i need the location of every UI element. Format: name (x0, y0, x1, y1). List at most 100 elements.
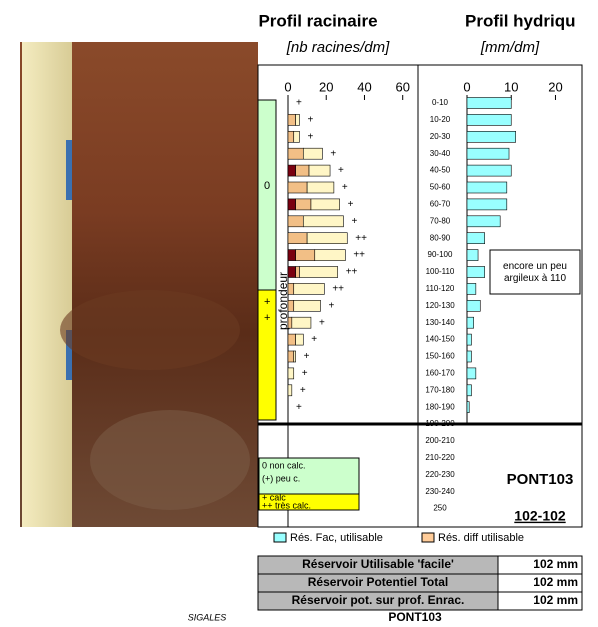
bar (315, 250, 346, 261)
x-tick-label: 10 (504, 79, 518, 94)
table-label: Réservoir Utilisable 'facile' (302, 557, 454, 571)
bar (309, 165, 330, 176)
bar (288, 368, 294, 379)
category-label: 250 (433, 504, 447, 513)
bar (467, 148, 509, 159)
bar (292, 317, 311, 328)
bar (296, 250, 315, 261)
bar (288, 216, 303, 227)
x-tick-label: 40 (357, 79, 371, 94)
row-mark: + (348, 199, 354, 210)
category-label: 150-160 (425, 352, 455, 361)
bar (288, 165, 296, 176)
bar (467, 98, 511, 109)
row-mark: + (307, 115, 313, 126)
bar (307, 182, 334, 193)
x-tick-label: 60 (395, 79, 409, 94)
category-label: 0-10 (432, 98, 449, 107)
table-label: Réservoir Potentiel Total (308, 575, 448, 589)
legend-label: Rés. Fac, utilisable (290, 532, 383, 544)
category-label: 180-190 (425, 402, 455, 411)
bar (288, 283, 294, 294)
bar (307, 233, 347, 244)
table-value: 102 mm (533, 575, 578, 589)
bar (467, 334, 471, 345)
row-mark: + (319, 317, 325, 328)
table-value: 102 mm (533, 557, 578, 571)
row-mark: + (329, 300, 335, 311)
bar (467, 300, 480, 311)
bar (311, 199, 340, 210)
row-mark: + (342, 182, 348, 193)
category-label: 120-130 (425, 301, 455, 310)
row-mark: + (311, 334, 317, 345)
calc-zone-label: + (264, 296, 270, 308)
category-label: 160-170 (425, 369, 455, 378)
bar (467, 182, 507, 193)
category-label: 20-30 (430, 132, 451, 141)
bar (288, 250, 296, 261)
category-label: 80-90 (430, 233, 451, 242)
calc-zone (258, 100, 276, 290)
x-tick-label: 0 (463, 79, 470, 94)
chart-title: Profil hydriqu (465, 11, 576, 30)
bar (294, 300, 321, 311)
bar (467, 368, 476, 379)
bar (288, 199, 296, 210)
category-label: 210-220 (425, 453, 455, 462)
chart-title: Profil racinaire (258, 11, 377, 30)
category-label: 70-80 (430, 216, 451, 225)
bar (467, 199, 507, 210)
bar (467, 216, 500, 227)
calc-legend-label: (+) peu c. (262, 473, 300, 483)
row-mark: ++ (332, 284, 344, 295)
legend-swatch (274, 533, 286, 542)
category-label: 190-200 (425, 419, 455, 428)
legend-label: Rés. diff utilisable (438, 532, 524, 544)
category-label: 170-180 (425, 385, 455, 394)
bar (288, 385, 292, 396)
row-mark: ++ (355, 233, 367, 244)
bar (296, 267, 300, 278)
x-tick-label: 0 (284, 79, 291, 94)
bar (467, 351, 471, 362)
calc-zone-label: + (264, 312, 270, 324)
row-mark: ++ (353, 250, 365, 261)
bar (467, 283, 476, 294)
bar (288, 182, 307, 193)
category-label: 60-70 (430, 200, 451, 209)
bar (296, 334, 304, 345)
bar (294, 351, 296, 362)
category-label: 10-20 (430, 115, 451, 124)
bar (303, 148, 322, 159)
bar (303, 216, 343, 227)
chart: 0 + + profondeur Profil racinaire [nb ra… (0, 0, 598, 627)
bar (296, 165, 309, 176)
category-label: 200-210 (425, 436, 455, 445)
bar (288, 148, 303, 159)
site-label: PONT103 (507, 471, 574, 488)
calc-zone (258, 290, 276, 420)
calc-legend-label: ++ très calc. (262, 500, 311, 510)
bar (288, 114, 296, 125)
chart-subtitle: [nb racines/dm] (286, 39, 390, 56)
row-mark: + (351, 216, 357, 227)
bar (288, 300, 294, 311)
soil-photo (20, 42, 258, 527)
x-tick-label: 20 (319, 79, 333, 94)
page: {"chart_data": [ {"type": "bar", "orient… (0, 0, 598, 627)
category-label: 50-60 (430, 183, 451, 192)
reservoir-table: Réservoir Utilisable 'facile' 102 mm Réser… (258, 556, 582, 610)
table-label: Réservoir pot. sur prof. Enrac. (292, 593, 465, 607)
bar (467, 114, 511, 125)
bar (467, 250, 478, 261)
bar (288, 233, 307, 244)
category-label: 110-120 (426, 284, 455, 293)
calc-legend-label: 0 non calc. (262, 460, 306, 470)
row-mark: + (304, 351, 310, 362)
bar (288, 131, 294, 142)
row-mark: + (300, 385, 306, 396)
bar (467, 165, 511, 176)
bar (296, 114, 300, 125)
bar (288, 334, 296, 345)
